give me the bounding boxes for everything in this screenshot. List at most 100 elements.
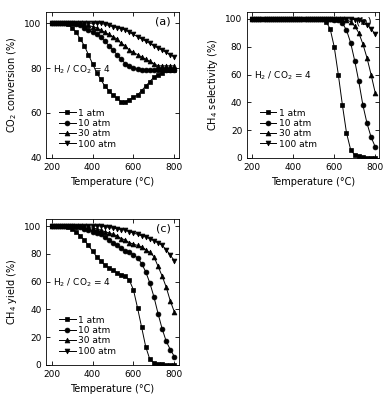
1 atm <box>152 75 156 79</box>
100 atm <box>49 21 54 26</box>
1 atm <box>254 16 259 21</box>
1 atm <box>262 16 267 21</box>
10 atm <box>262 16 267 21</box>
100 atm <box>361 19 365 24</box>
10 atm <box>70 21 74 26</box>
30 atm <box>90 226 95 231</box>
100 atm <box>274 16 279 21</box>
100 atm <box>373 32 377 36</box>
10 atm <box>119 246 123 251</box>
30 atm <box>144 57 148 61</box>
1 atm <box>127 278 132 283</box>
100 atm <box>98 224 103 229</box>
10 atm <box>274 16 279 21</box>
30 atm <box>115 36 120 41</box>
X-axis label: Temperature (°C): Temperature (°C) <box>271 177 355 187</box>
30 atm <box>271 16 275 21</box>
1 atm <box>336 72 341 77</box>
1 atm <box>315 16 320 21</box>
100 atm <box>135 34 140 39</box>
100 atm <box>356 18 361 23</box>
1 atm <box>90 61 95 66</box>
1 atm <box>312 16 316 21</box>
10 atm <box>283 16 288 21</box>
Text: (b): (b) <box>356 16 372 26</box>
Line: 30 atm: 30 atm <box>49 224 177 314</box>
10 atm <box>250 16 255 21</box>
10 atm <box>172 354 177 359</box>
100 atm <box>90 224 95 229</box>
30 atm <box>127 240 132 245</box>
1 atm <box>78 233 82 238</box>
30 atm <box>82 224 87 229</box>
30 atm <box>62 224 66 229</box>
30 atm <box>147 250 152 255</box>
10 atm <box>49 21 54 26</box>
100 atm <box>147 41 152 46</box>
10 atm <box>106 237 111 242</box>
1 atm <box>94 254 99 259</box>
10 atm <box>127 250 132 255</box>
100 atm <box>307 16 312 21</box>
10 atm <box>74 224 79 229</box>
30 atm <box>139 245 144 249</box>
1 atm <box>115 96 120 101</box>
10 atm <box>66 21 70 26</box>
100 atm <box>291 16 296 21</box>
30 atm <box>156 264 160 269</box>
100 atm <box>262 16 267 21</box>
1 atm <box>62 21 66 26</box>
100 atm <box>119 26 123 31</box>
30 atm <box>287 16 291 21</box>
10 atm <box>144 68 148 73</box>
1 atm <box>135 93 140 97</box>
10 atm <box>86 228 91 233</box>
1 atm <box>82 237 87 242</box>
10 atm <box>111 48 115 53</box>
100 atm <box>94 21 99 26</box>
30 atm <box>70 224 74 229</box>
30 atm <box>94 25 99 30</box>
10 atm <box>356 79 361 84</box>
10 atm <box>361 103 365 107</box>
10 atm <box>147 281 152 286</box>
100 atm <box>106 23 111 28</box>
100 atm <box>168 253 173 257</box>
100 atm <box>168 52 173 57</box>
100 atm <box>283 16 288 21</box>
1 atm <box>123 273 128 278</box>
30 atm <box>111 34 115 39</box>
30 atm <box>336 16 341 21</box>
100 atm <box>90 21 95 26</box>
10 atm <box>332 17 337 22</box>
10 atm <box>266 16 271 21</box>
30 atm <box>70 21 74 26</box>
1 atm <box>49 224 54 229</box>
1 atm <box>250 16 255 21</box>
Text: H$_2$ / CO$_2$ = 4: H$_2$ / CO$_2$ = 4 <box>53 64 111 76</box>
1 atm <box>103 263 107 267</box>
1 atm <box>86 243 91 248</box>
30 atm <box>123 237 128 242</box>
30 atm <box>291 16 296 21</box>
1 atm <box>164 68 169 73</box>
100 atm <box>86 21 91 26</box>
10 atm <box>98 34 103 39</box>
100 atm <box>369 26 373 31</box>
30 atm <box>361 42 365 47</box>
30 atm <box>86 23 91 28</box>
1 atm <box>332 45 337 49</box>
30 atm <box>144 247 148 252</box>
1 atm <box>66 22 70 27</box>
100 atm <box>156 46 160 51</box>
30 atm <box>348 19 353 24</box>
30 atm <box>49 224 54 229</box>
100 atm <box>131 231 136 235</box>
1 atm <box>139 88 144 93</box>
1 atm <box>74 30 79 34</box>
30 atm <box>127 48 132 53</box>
100 atm <box>139 233 144 238</box>
1 atm <box>57 224 62 229</box>
100 atm <box>324 16 328 21</box>
30 atm <box>103 229 107 234</box>
